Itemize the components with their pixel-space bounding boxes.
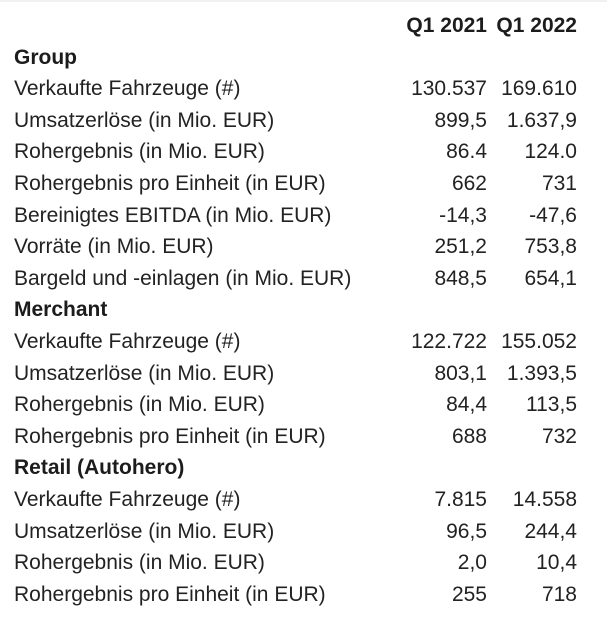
row-label: Rohergebnis (in Mio. EUR) <box>14 393 265 417</box>
section-header-row: Retail (Autohero) <box>14 452 577 484</box>
value-q1-2022: 1.637,9 <box>506 108 577 132</box>
section-header-row: Merchant <box>14 294 577 326</box>
value-q1-2022: 124.0 <box>524 140 577 164</box>
section-title: Retail (Autohero) <box>14 456 185 480</box>
value-q1-2022: 14.558 <box>512 487 577 511</box>
row-label: Bereinigtes EBITDA (in Mio. EUR) <box>14 203 332 227</box>
value-q1-2022: 10,4 <box>536 551 577 575</box>
column-header-empty <box>14 10 392 42</box>
table-row: Rohergebnis (in Mio. EUR) 84,4 113,5 <box>14 389 577 421</box>
value-q1-2022: 731 <box>541 171 577 195</box>
value-q1-2021: 251,2 <box>434 235 487 259</box>
value-q1-2021: 255 <box>451 582 487 606</box>
row-label: Verkaufte Fahrzeuge (#) <box>14 487 241 511</box>
value-q1-2021: 130.537 <box>411 77 487 101</box>
value-q1-2022: 654,1 <box>524 266 577 290</box>
table-row: Rohergebnis pro Einheit (in EUR) 688 732 <box>14 421 577 453</box>
value-q1-2022: 244,4 <box>524 519 577 543</box>
value-q1-2021: 122.722 <box>411 329 487 353</box>
value-q1-2021: 803,1 <box>434 361 487 385</box>
column-header-q1-2021: Q1 2021 <box>406 14 487 37</box>
value-q1-2022: 169.610 <box>501 77 577 101</box>
row-label: Umsatzerlöse (in Mio. EUR) <box>14 108 275 132</box>
value-q1-2021: 899,5 <box>434 108 487 132</box>
table-row: Rohergebnis (in Mio. EUR) 2,0 10,4 <box>14 547 577 579</box>
row-label: Vorräte (in Mio. EUR) <box>14 235 214 259</box>
financial-results-table: Q1 2021 Q1 2022 Group Verkaufte Fahrzeuge… <box>14 10 577 610</box>
section-title: Merchant <box>14 298 108 322</box>
value-q1-2022: 1.393,5 <box>506 361 577 385</box>
table-row: Rohergebnis pro Einheit (in EUR) 662 731 <box>14 168 577 200</box>
value-q1-2022: 732 <box>541 424 577 448</box>
value-q1-2022: 113,5 <box>526 393 577 417</box>
table-row: Verkaufte Fahrzeuge (#) 130.537 169.610 <box>14 73 577 105</box>
row-label: Rohergebnis (in Mio. EUR) <box>14 551 265 575</box>
value-q1-2021: 86.4 <box>446 140 487 164</box>
column-header-q1-2022: Q1 2022 <box>496 14 577 37</box>
row-label: Rohergebnis pro Einheit (in EUR) <box>14 171 326 195</box>
table-row: Verkaufte Fahrzeuge (#) 122.722 155.052 <box>14 326 577 358</box>
table-row: Rohergebnis (in Mio. EUR) 86.4 124.0 <box>14 136 577 168</box>
value-q1-2022: -47,6 <box>529 203 577 227</box>
table-row: Rohergebnis pro Einheit (in EUR) 255 718 <box>14 579 577 611</box>
value-q1-2022: 155.052 <box>501 329 577 353</box>
value-q1-2022: 718 <box>541 582 577 606</box>
row-label: Verkaufte Fahrzeuge (#) <box>14 329 241 353</box>
table-row: Bereinigtes EBITDA (in Mio. EUR) -14,3 -47… <box>14 200 577 232</box>
value-q1-2022: 753,8 <box>524 235 577 259</box>
value-q1-2021: 7.815 <box>434 487 487 511</box>
value-q1-2021: -14,3 <box>439 203 487 227</box>
row-label: Verkaufte Fahrzeuge (#) <box>14 77 241 101</box>
row-label: Bargeld und -einlagen (in Mio. EUR) <box>14 266 352 290</box>
row-label: Rohergebnis (in Mio. EUR) <box>14 140 265 164</box>
value-q1-2021: 662 <box>451 171 487 195</box>
row-label: Umsatzerlöse (in Mio. EUR) <box>14 519 275 543</box>
table-row: Umsatzerlöse (in Mio. EUR) 803,1 1.393,5 <box>14 358 577 390</box>
value-q1-2021: 96,5 <box>446 519 487 543</box>
table-row: Vorräte (in Mio. EUR) 251,2 753,8 <box>14 231 577 263</box>
table-row: Umsatzerlöse (in Mio. EUR) 899,5 1.637,9 <box>14 105 577 137</box>
value-q1-2021: 2,0 <box>457 551 487 575</box>
row-label: Umsatzerlöse (in Mio. EUR) <box>14 361 275 385</box>
column-header-row: Q1 2021 Q1 2022 <box>14 10 577 42</box>
table-row: Bargeld und -einlagen (in Mio. EUR) 848,5… <box>14 263 577 295</box>
table-row: Verkaufte Fahrzeuge (#) 7.815 14.558 <box>14 484 577 516</box>
row-label: Rohergebnis pro Einheit (in EUR) <box>14 424 326 448</box>
table-row: Umsatzerlöse (in Mio. EUR) 96,5 244,4 <box>14 516 577 548</box>
value-q1-2021: 688 <box>451 424 487 448</box>
section-title: Group <box>14 45 77 69</box>
value-q1-2021: 84,4 <box>446 393 487 417</box>
section-header-row: Group <box>14 42 577 74</box>
value-q1-2021: 848,5 <box>434 266 487 290</box>
row-label: Rohergebnis pro Einheit (in EUR) <box>14 582 326 606</box>
